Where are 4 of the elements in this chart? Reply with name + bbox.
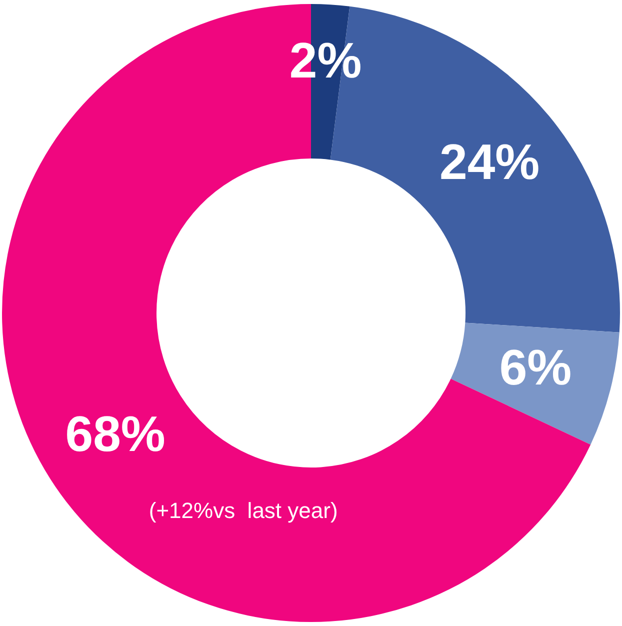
text: (+12%vs last year): [148, 498, 338, 524]
data-label: 68%: [65, 406, 166, 462]
data-label: 24%: [440, 134, 540, 190]
data-label: 6%: [499, 339, 572, 396]
